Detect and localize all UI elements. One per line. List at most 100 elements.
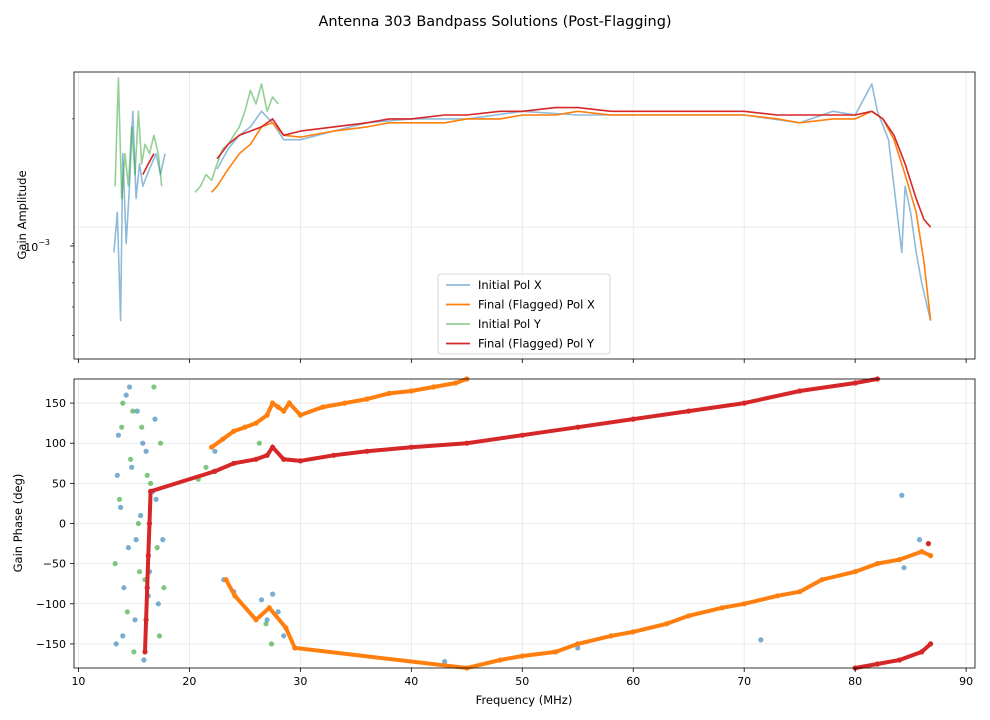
phase-xtick-label: 10 xyxy=(71,675,85,688)
phase-point-final-flagged-pol-y xyxy=(925,541,932,547)
amplitude-axes-frame xyxy=(73,71,976,360)
phase-xtick-label: 30 xyxy=(293,675,307,688)
amplitude-line-final-flagged-pol-y xyxy=(142,153,155,175)
amplitude-series xyxy=(113,77,932,322)
legend-label: Initial Pol Y xyxy=(478,317,542,331)
amplitude-line-final-flagged-pol-y xyxy=(216,106,932,228)
phase-point-initial-pol-x xyxy=(270,591,276,597)
phase-point-initial-pol-y xyxy=(263,621,269,627)
legend-label: Final (Flagged) Pol X xyxy=(478,298,595,312)
phase-point-initial-pol-x xyxy=(123,392,129,398)
phase-point-initial-pol-x xyxy=(141,657,147,663)
phase-point-initial-pol-x xyxy=(153,496,159,502)
phase-point-initial-pol-y xyxy=(131,649,137,655)
phase-x-label: Frequency (MHz) xyxy=(476,693,573,707)
phase-point-initial-pol-y xyxy=(256,440,262,446)
phase-point-initial-pol-y xyxy=(161,585,167,591)
phase-point-initial-pol-x xyxy=(152,416,158,422)
phase-point-initial-pol-y xyxy=(203,464,209,470)
phase-trace-final-flagged-pol-x xyxy=(209,377,469,450)
amplitude-line-initial-pol-x xyxy=(113,110,166,322)
phase-point-initial-pol-x xyxy=(132,617,138,623)
phase-xtick-label: 20 xyxy=(182,675,196,688)
phase-point-initial-pol-y xyxy=(157,440,164,446)
phase-ytick-label: 50 xyxy=(52,477,66,490)
phase-point-initial-pol-x xyxy=(138,512,144,519)
phase-panel: 10 20 30 40 50 60 70 80 90 −150−100−50050100150 … xyxy=(11,376,976,707)
phase-point-initial-pol-x xyxy=(155,601,161,607)
phase-point-initial-pol-x xyxy=(126,384,133,390)
phase-ytick-label: 100 xyxy=(45,437,66,450)
phase-point-initial-pol-x xyxy=(281,633,287,639)
phase-xtick-label: 90 xyxy=(959,675,973,688)
legend-label: Initial Pol X xyxy=(478,278,542,292)
phase-point-initial-pol-x xyxy=(115,432,121,438)
ytick-label-1e-3: 10−3 xyxy=(24,238,50,254)
phase-xtick-label: 70 xyxy=(737,675,751,688)
phase-point-initial-pol-y xyxy=(144,472,150,478)
phase-point-initial-pol-x xyxy=(134,408,140,414)
phase-y-label: Gain Phase (deg) xyxy=(11,474,25,573)
phase-point-initial-pol-x xyxy=(264,617,270,623)
phase-point-initial-pol-x xyxy=(114,472,120,478)
phase-xtick-label: 50 xyxy=(515,675,529,688)
amplitude-y-label: Gain Amplitude xyxy=(15,170,29,259)
ytick-exponent: −3 xyxy=(38,238,50,247)
phase-ytick-label: −150 xyxy=(36,638,66,651)
phase-point-initial-pol-y xyxy=(119,424,125,430)
phase-point-initial-pol-x xyxy=(133,537,139,543)
amplitude-panel: 10−3 Gain Amplitude Initial Pol X Final (… xyxy=(15,71,976,363)
phase-point-initial-pol-x xyxy=(140,440,146,446)
phase-point-initial-pol-x xyxy=(129,464,135,470)
phase-ytick-label: −100 xyxy=(36,598,66,611)
phase-ytick-label: −50 xyxy=(43,558,66,571)
ytick-base: 10 xyxy=(24,241,38,254)
amplitude-line-initial-pol-y xyxy=(194,83,279,193)
phase-point-initial-pol-x xyxy=(899,492,905,498)
phase-point-initial-pol-y xyxy=(112,561,118,567)
phase-point-initial-pol-x xyxy=(275,609,281,615)
phase-point-initial-pol-y xyxy=(136,569,143,575)
phase-ytick-label: 0 xyxy=(59,518,66,531)
phase-point-initial-pol-x xyxy=(442,659,448,665)
phase-point-initial-pol-x xyxy=(758,637,764,643)
phase-point-initial-pol-y xyxy=(130,408,136,414)
phase-y-ticks: −150 −100 −50 0 50 100 150 xyxy=(36,397,74,651)
phase-point-initial-pol-x xyxy=(212,448,218,454)
legend: Initial Pol X Final (Flagged) Pol X Initia… xyxy=(437,273,611,355)
phase-point-initial-pol-y xyxy=(120,400,126,406)
phase-trace-final-flagged-pol-y xyxy=(143,377,880,654)
phase-ytick-label: 150 xyxy=(45,397,66,410)
legend-label: Final (Flagged) Pol Y xyxy=(478,337,595,351)
phase-point-initial-pol-x xyxy=(143,448,149,454)
phase-point-initial-pol-y xyxy=(128,456,134,462)
phase-point-initial-pol-x xyxy=(120,633,126,639)
phase-point-initial-pol-x xyxy=(160,537,166,543)
phase-point-initial-pol-y xyxy=(135,520,141,527)
amplitude-y-tick-label: 10−3 xyxy=(24,238,74,254)
legend-frame xyxy=(437,273,611,355)
phase-point-initial-pol-x xyxy=(916,537,923,543)
amplitude-grid xyxy=(72,72,975,359)
phase-trace-final-flagged-pol-x xyxy=(224,549,933,671)
phase-point-initial-pol-x xyxy=(113,641,119,647)
phase-point-initial-pol-y xyxy=(268,641,275,647)
phase-point-initial-pol-y xyxy=(116,496,123,502)
phase-x-ticks: 10 20 30 40 50 60 70 80 90 xyxy=(71,668,973,688)
amplitude-x-ticks xyxy=(78,359,967,363)
phase-xtick-label: 40 xyxy=(404,675,418,688)
amplitude-line-initial-pol-y xyxy=(114,77,163,200)
phase-point-initial-pol-x xyxy=(258,597,265,603)
phase-point-initial-pol-y xyxy=(154,545,160,551)
phase-xtick-label: 60 xyxy=(626,675,640,688)
phase-grid xyxy=(74,379,975,668)
phase-point-initial-pol-x xyxy=(118,504,124,510)
phase-xtick-label: 80 xyxy=(848,675,862,688)
phase-point-initial-pol-x xyxy=(901,565,907,571)
figure-title: Antenna 303 Bandpass Solutions (Post-Fla… xyxy=(318,14,671,30)
phase-point-initial-pol-y xyxy=(124,609,130,615)
phase-point-initial-pol-x xyxy=(125,545,131,551)
phase-trace-final-flagged-pol-y xyxy=(853,641,933,670)
phase-point-initial-pol-x xyxy=(121,585,127,591)
